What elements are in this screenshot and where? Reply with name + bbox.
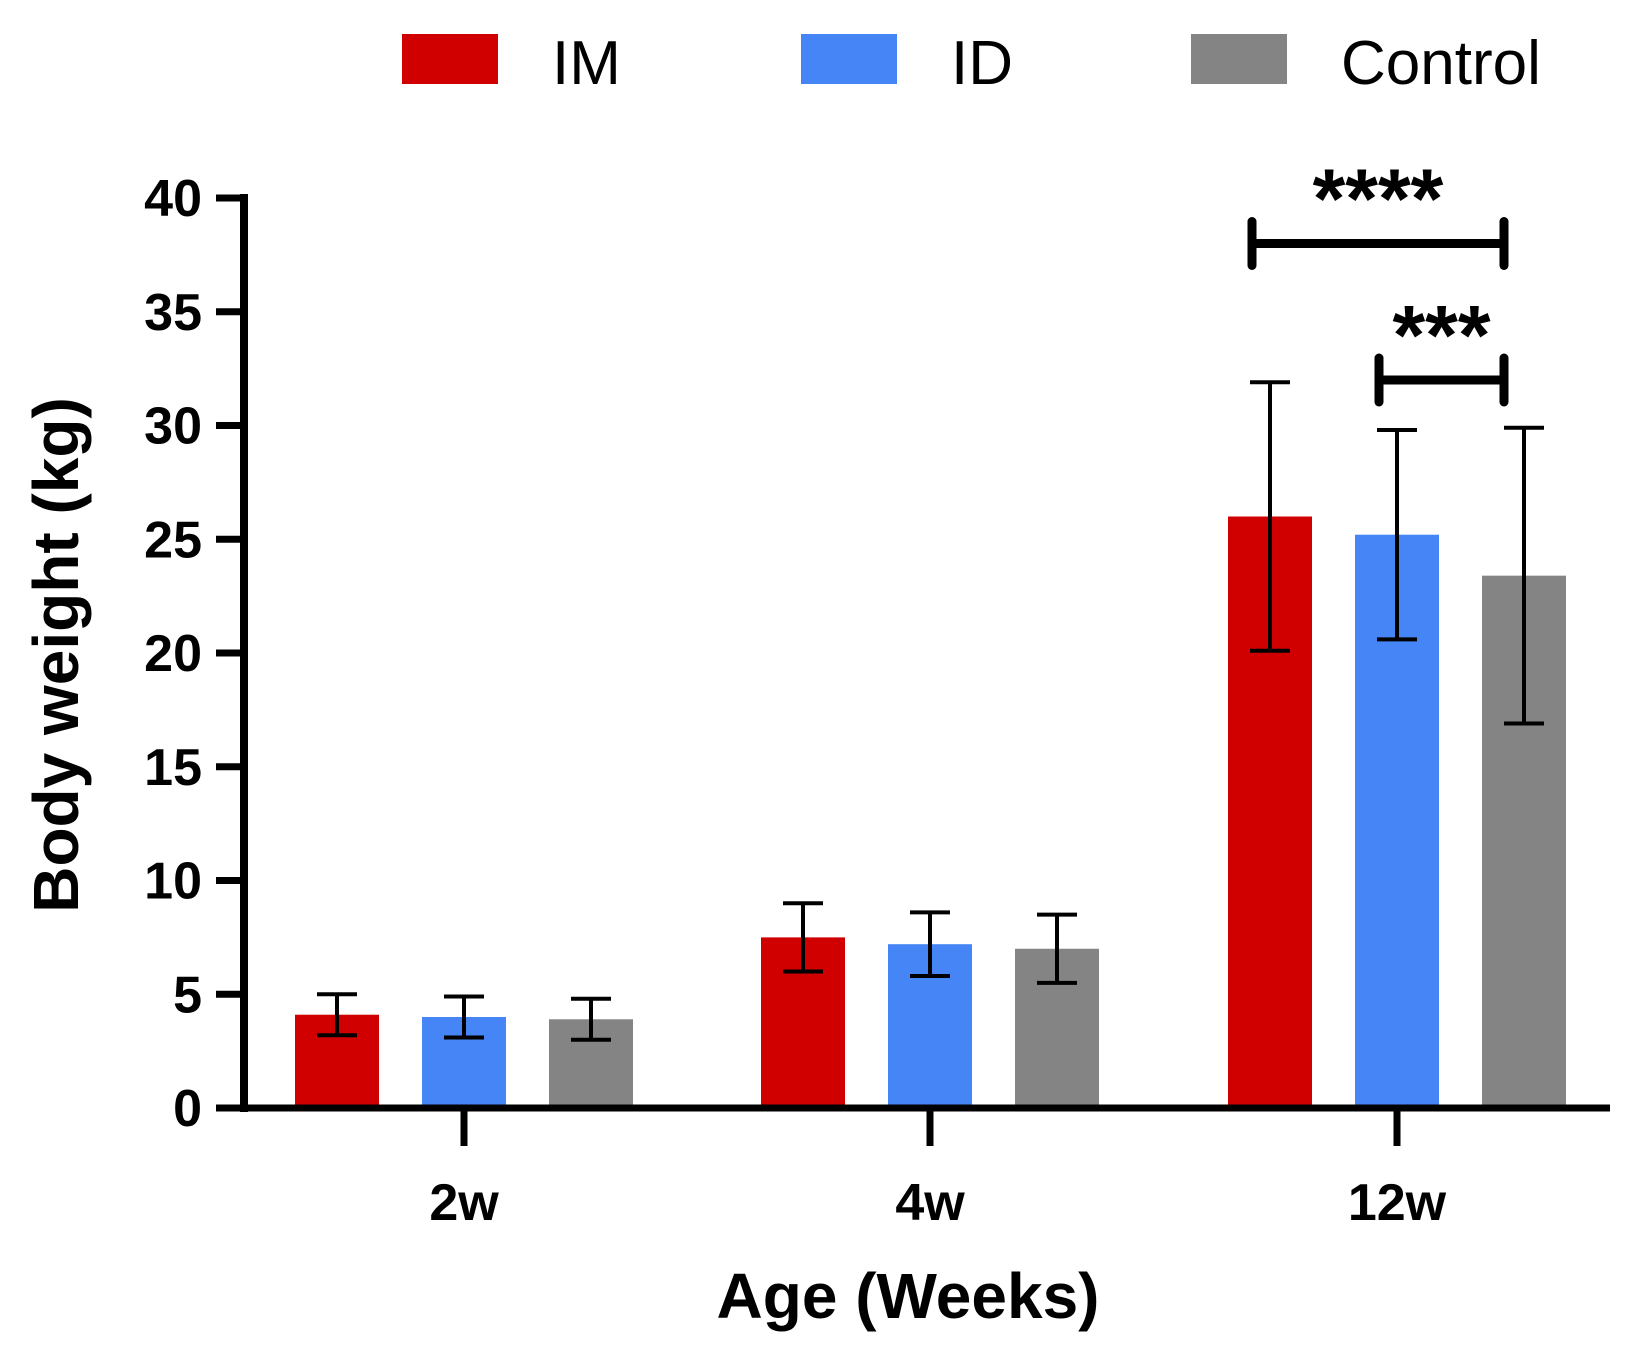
y-axis-title: Body weight (kg) <box>20 397 92 913</box>
y-tick-label: 20 <box>144 625 202 683</box>
legend: IM ID Control <box>402 29 1541 98</box>
legend-swatch <box>1191 34 1287 84</box>
error-bar-id-2w <box>444 994 484 1040</box>
y-tick-label: 40 <box>144 170 202 228</box>
x-axis-title: Age (Weeks) <box>717 1260 1100 1332</box>
significance-label: *** <box>1392 288 1490 382</box>
legend-item-id: ID <box>801 29 1013 98</box>
error-bar-control-4w <box>1037 912 1077 985</box>
error-bar-im-4w <box>783 901 823 974</box>
error-bar-im-2w <box>317 992 357 1038</box>
y-tick-label: 25 <box>144 511 202 569</box>
x-tick-label-4w: 4w <box>895 1174 965 1232</box>
legend-swatch <box>801 34 897 84</box>
error-bar-id-12w <box>1377 428 1417 642</box>
legend-item-control: Control <box>1191 29 1541 98</box>
y-tick-label: 15 <box>144 739 202 797</box>
significance-annotations: ******* <box>1247 152 1509 407</box>
error-bar-id-4w <box>910 910 950 979</box>
error-bar-control-12w <box>1504 425 1544 726</box>
x-tick-label-2w: 2w <box>429 1174 499 1232</box>
error-bar-im-12w <box>1250 380 1290 653</box>
legend-label: IM <box>552 29 621 98</box>
legend-swatch <box>402 34 498 84</box>
y-tick-label: 10 <box>144 853 202 911</box>
significance-label: **** <box>1313 152 1444 246</box>
bars <box>295 516 1566 1105</box>
legend-item-im: IM <box>402 29 621 98</box>
error-bars <box>317 380 1544 1042</box>
significance-bracket-2: *** <box>1374 288 1509 407</box>
y-tick-label: 0 <box>173 1080 202 1138</box>
significance-bracket-1: **** <box>1247 152 1509 270</box>
x-tick-label-12w: 12w <box>1348 1174 1447 1232</box>
y-axis: 0 5 10 15 20 25 30 35 40 <box>144 170 248 1138</box>
y-tick-label: 35 <box>144 284 202 342</box>
error-bar-control-2w <box>571 996 611 1042</box>
legend-label: Control <box>1341 29 1541 98</box>
y-tick-label: 5 <box>173 966 202 1024</box>
legend-label: ID <box>951 29 1013 98</box>
x-axis: 2w 4w 12w <box>216 1104 1610 1232</box>
y-tick-label: 30 <box>144 398 202 456</box>
